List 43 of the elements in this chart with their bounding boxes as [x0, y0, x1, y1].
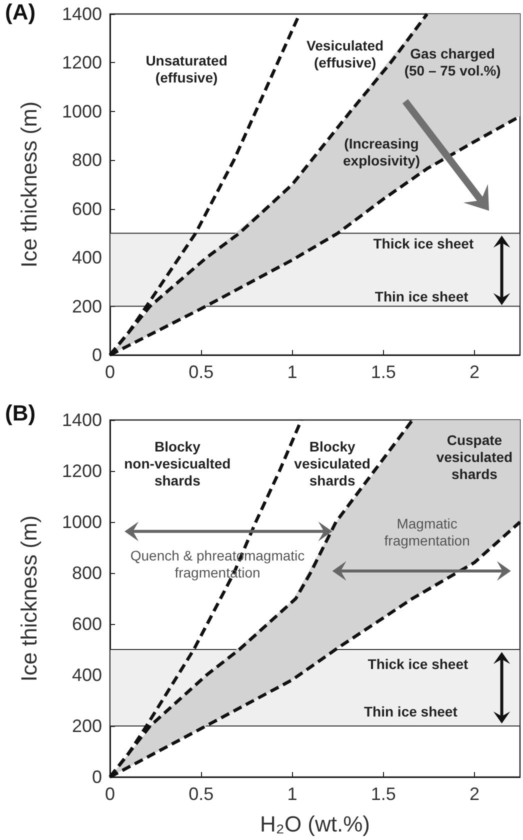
y-tick-label: 600: [72, 614, 102, 634]
y-tick-label: 0: [92, 345, 102, 365]
x-tick-label: 2: [469, 784, 480, 804]
annotation: Blocky non-vesicualted shards: [124, 438, 231, 488]
annotation: (Increasing explosivity): [342, 135, 420, 168]
y-tick-label: 1200: [62, 52, 102, 73]
x-tick-label: 0.5: [188, 784, 214, 804]
chart-title: (A): [5, 0, 36, 24]
y-tick-label: 600: [72, 198, 102, 219]
x-tick-label: 1: [287, 784, 298, 804]
annotation: Thick ice sheet: [373, 236, 474, 252]
x-tick-label: 0: [104, 784, 116, 804]
y-tick-label: 1000: [62, 101, 102, 122]
x-tick-label: 0.5: [188, 362, 214, 382]
x-tick-label: 1.5: [370, 784, 396, 804]
x-tick-label: 1: [287, 362, 298, 382]
y-axis-title: Ice thickness (m): [16, 101, 42, 268]
y-tick-label: 200: [72, 296, 102, 316]
y-tick-label: 800: [72, 563, 102, 583]
y-tick-label: 1200: [62, 461, 102, 481]
annotation: Thick ice sheet: [368, 656, 468, 672]
y-tick-label: 1000: [62, 512, 102, 532]
y-tick-label: 800: [72, 150, 102, 170]
x-tick-label: 1.5: [370, 362, 396, 382]
y-tick-label: 0: [92, 767, 102, 787]
annotation: Blocky vesiculated shards: [294, 438, 370, 488]
annotation: Thin ice sheet: [374, 288, 469, 304]
y-tick-label: 400: [72, 248, 102, 268]
annotation: Gas charged (50 – 75 vol.%): [404, 46, 501, 79]
x-axis-title: H₂O (wt.%): [260, 812, 370, 836]
y-tick-label: 400: [72, 665, 102, 685]
annotation: Vesiculated (effusive): [306, 37, 384, 70]
annotation: Thin ice sheet: [364, 704, 458, 720]
annotation: Cuspate vesiculated shards: [436, 432, 513, 482]
annotation: Magmatic fragmentation: [384, 516, 470, 549]
y-axis-title: Ice thickness (m): [16, 515, 42, 682]
y-tick-label: 1400: [62, 4, 102, 24]
y-tick-label: 200: [72, 716, 102, 736]
y-tick-label: 1400: [62, 410, 102, 430]
annotation: Unsaturated (effusive): [146, 52, 228, 86]
x-tick-label: 2: [469, 362, 480, 382]
x-tick-label: 0: [104, 362, 116, 382]
chart-title: (B): [5, 400, 36, 426]
